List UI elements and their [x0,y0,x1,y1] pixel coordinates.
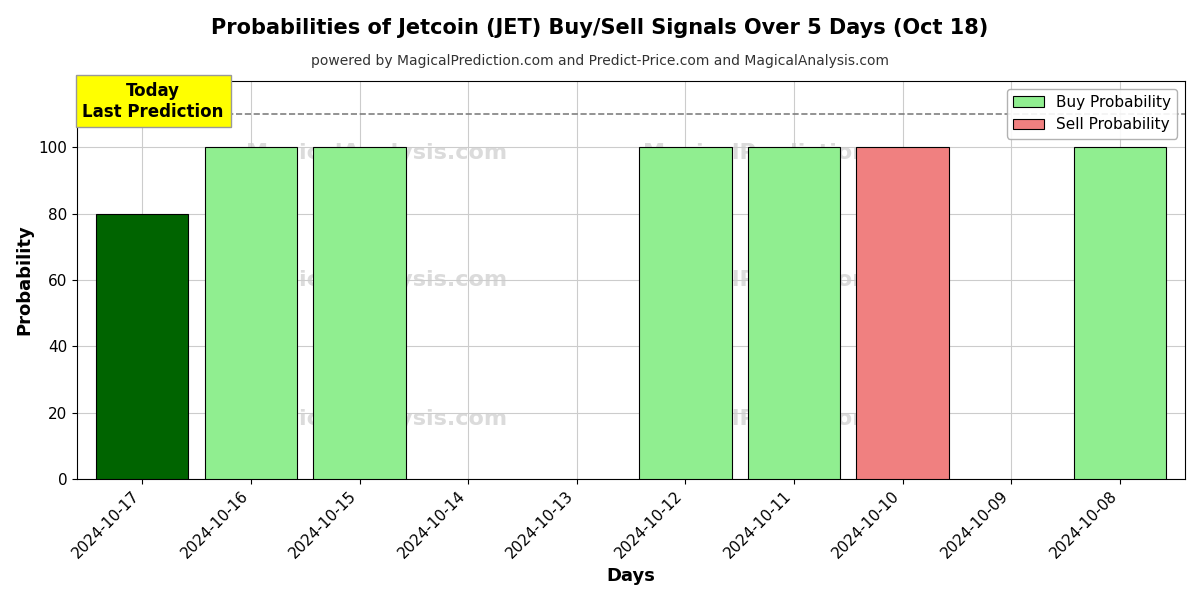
Text: MagicalPrediction.com: MagicalPrediction.com [643,143,929,163]
Bar [313,148,406,479]
Text: MagicalAnalysis.com: MagicalAnalysis.com [246,409,506,429]
X-axis label: Days: Days [607,567,655,585]
Text: MagicalAnalysis.com: MagicalAnalysis.com [246,143,506,163]
Bar [640,148,732,479]
Bar [96,214,188,479]
Text: MagicalPrediction.com: MagicalPrediction.com [643,270,929,290]
Bar [205,148,298,479]
Text: Today
Last Prediction: Today Last Prediction [83,82,224,121]
Bar [857,148,949,479]
Legend: Buy Probability, Sell Probability: Buy Probability, Sell Probability [1007,89,1177,139]
Bar [1074,148,1166,479]
Text: MagicalPrediction.com: MagicalPrediction.com [643,409,929,429]
Text: MagicalAnalysis.com: MagicalAnalysis.com [246,270,506,290]
Text: Probabilities of Jetcoin (JET) Buy/Sell Signals Over 5 Days (Oct 18): Probabilities of Jetcoin (JET) Buy/Sell … [211,18,989,38]
Y-axis label: Probability: Probability [14,224,32,335]
Bar [748,148,840,479]
Text: powered by MagicalPrediction.com and Predict-Price.com and MagicalAnalysis.com: powered by MagicalPrediction.com and Pre… [311,54,889,68]
